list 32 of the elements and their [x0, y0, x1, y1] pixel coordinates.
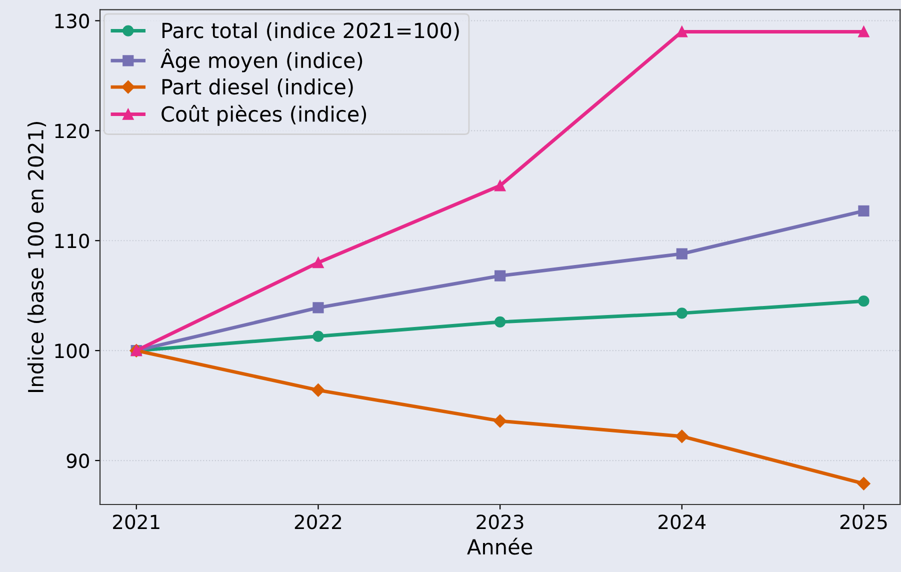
x-tick-label: 2025 [840, 514, 887, 530]
y-tick-label: 110 [55, 234, 89, 248]
point [858, 296, 870, 307]
point [675, 430, 688, 443]
x-tick-label: 2022 [294, 514, 342, 530]
y-axis-title: Indice (base 100 en 2021) [27, 122, 46, 392]
point [312, 257, 324, 268]
legend-label: Part diesel (indice) [162, 78, 353, 98]
x-tick-label: 2024 [658, 514, 706, 530]
point [312, 384, 325, 397]
point [494, 316, 506, 328]
legend-label: Coût pièces (indice) [162, 104, 366, 126]
point [494, 270, 506, 282]
y-tick-label: 100 [55, 344, 89, 358]
x-tick-label: 2021 [113, 514, 160, 530]
y-tick-label: 120 [55, 124, 89, 138]
point [312, 330, 324, 342]
y-tick-label: 90 [66, 453, 89, 468]
point [312, 302, 324, 314]
point [493, 414, 507, 428]
point [858, 205, 870, 216]
point [858, 26, 870, 38]
point [494, 180, 506, 192]
legend-label: Parc total (indice 2021=100) [162, 22, 459, 41]
legend-label: Âge moyen (indice) [160, 48, 362, 72]
point [676, 26, 688, 38]
y-tick-label: 130 [55, 14, 89, 28]
x-tick-label: 2023 [476, 514, 524, 530]
point [676, 248, 688, 260]
x-axis-title: Année [467, 538, 532, 555]
point [676, 308, 688, 319]
point [857, 477, 870, 490]
